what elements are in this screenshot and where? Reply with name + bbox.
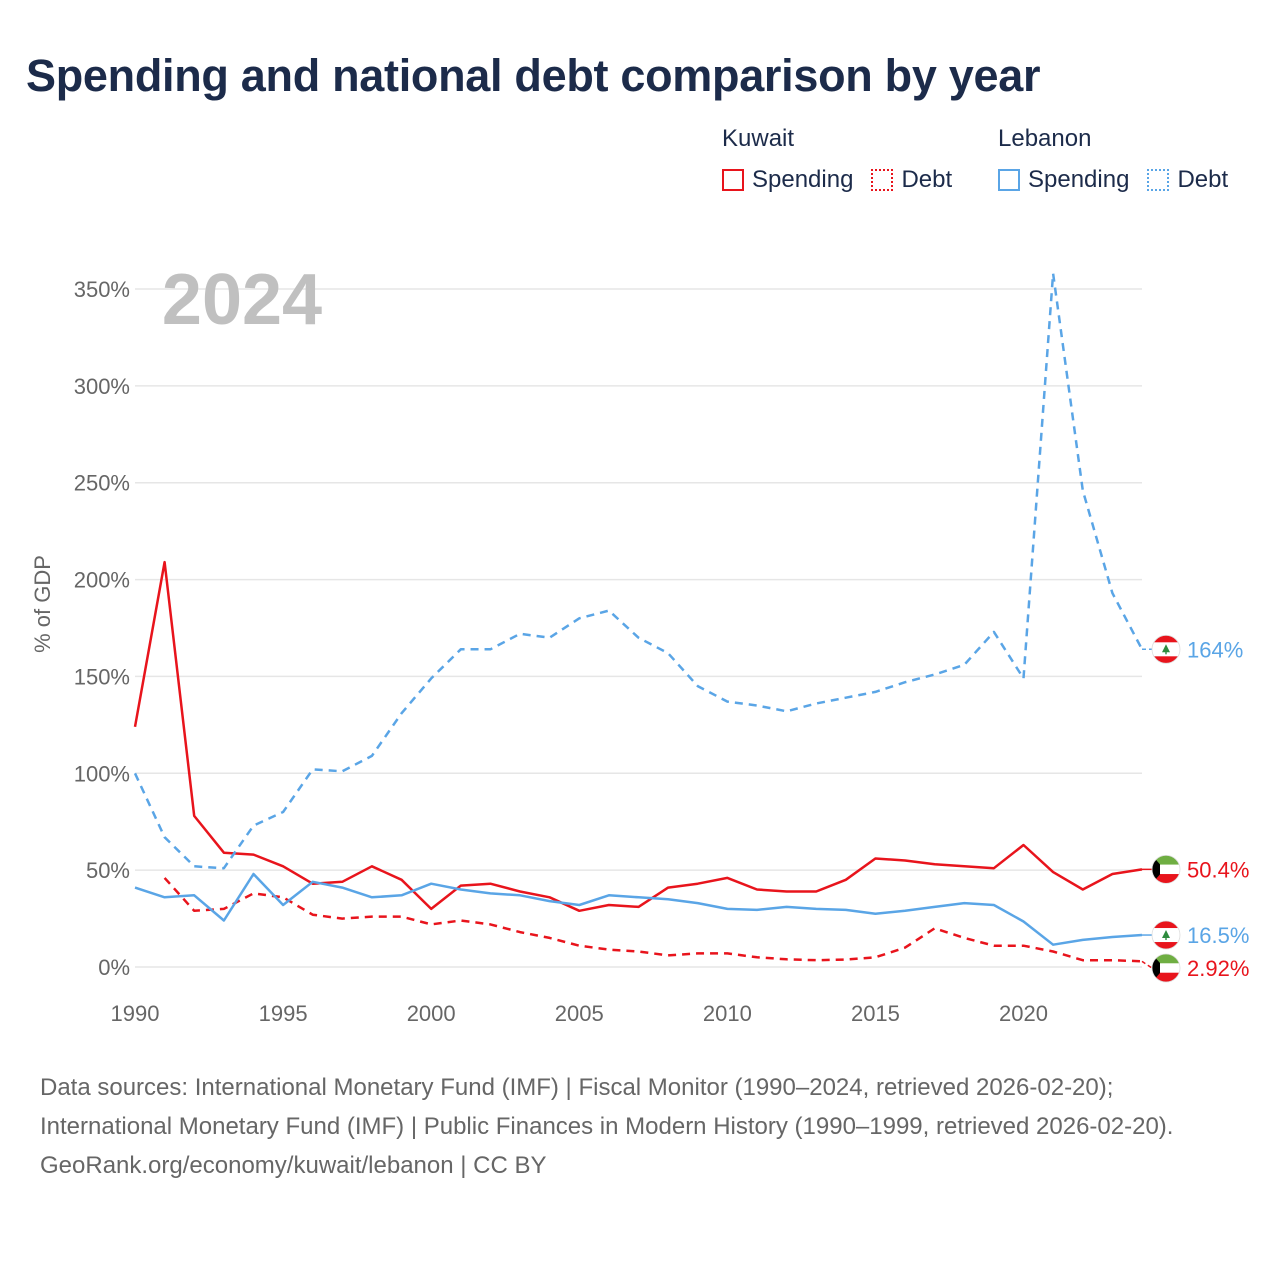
kuwait-debt-leader bbox=[1141, 960, 1153, 969]
y-axis-ticks: 0% 50% 100% 150% 200% 250% 300% 350% bbox=[74, 277, 130, 980]
legend-group-kuwait: Kuwait Spending Debt bbox=[722, 124, 970, 194]
data-sources-note: Data sources: International Monetary Fun… bbox=[40, 1074, 1174, 1140]
legend-label-lebanon-spending: Spending bbox=[1028, 166, 1130, 193]
legend-label-kuwait-spending: Spending bbox=[752, 166, 854, 193]
y-tick-label: 150% bbox=[74, 664, 130, 689]
kuwait-spending-end-label: 50.4% bbox=[1187, 857, 1249, 882]
legend-swatch-lebanon-spending bbox=[998, 169, 1020, 191]
lebanon-flag-icon bbox=[1151, 634, 1181, 664]
legend-kuwait-spending[interactable]: Spending bbox=[722, 166, 853, 194]
lebanon-spending-line bbox=[134, 872, 1143, 946]
y-tick-label: 100% bbox=[74, 761, 130, 786]
legend-swatch-kuwait-debt bbox=[871, 169, 894, 191]
y-tick-label: 0% bbox=[98, 955, 130, 980]
legend-swatch-lebanon-debt bbox=[1147, 169, 1170, 191]
y-axis-label: % of GDP bbox=[30, 555, 55, 653]
legend-lebanon-spending[interactable]: Spending bbox=[998, 166, 1129, 194]
legend-label-lebanon-debt: Debt bbox=[1177, 166, 1229, 193]
legend-country-kuwait: Kuwait bbox=[722, 125, 795, 152]
kuwait-debt-line bbox=[163, 877, 1143, 963]
legend-kuwait-debt[interactable]: Debt bbox=[871, 166, 952, 194]
kuwait-spending-line bbox=[133, 560, 1143, 913]
y-tick-label: 50% bbox=[86, 858, 130, 883]
lebanon-debt-end-label: 164% bbox=[1187, 637, 1243, 662]
legend-group-lebanon: Lebanon Spending Debt bbox=[998, 124, 1246, 194]
x-tick-label: 2020 bbox=[999, 1001, 1048, 1026]
x-tick-label: 2000 bbox=[407, 1001, 456, 1026]
credit-link[interactable]: GeoRank.org/economy/kuwait/lebanon | CC … bbox=[40, 1152, 547, 1179]
x-tick-label: 2015 bbox=[851, 1001, 900, 1026]
legend-swatch-kuwait-spending bbox=[722, 169, 744, 191]
legend-country-lebanon: Lebanon bbox=[998, 125, 1092, 152]
end-markers: 164% 50.4% 16.5% 2.92% bbox=[1141, 634, 1249, 983]
y-tick-label: 300% bbox=[74, 374, 130, 399]
kuwait-flag-icon bbox=[1151, 953, 1181, 983]
chart-title: Spending and national debt comparison by… bbox=[26, 50, 1041, 101]
year-watermark: 2024 bbox=[162, 260, 322, 340]
legend-lebanon-debt[interactable]: Debt bbox=[1147, 166, 1228, 194]
x-tick-label: 1990 bbox=[111, 1001, 160, 1026]
x-axis-ticks: 1990 1995 2000 2005 2010 2015 2020 bbox=[111, 1001, 1048, 1026]
kuwait-flag-icon bbox=[1151, 854, 1181, 884]
x-tick-label: 2010 bbox=[703, 1001, 752, 1026]
line-chart: 0% 50% 100% 150% 200% 250% 300% 350% 1990 1995 20… bbox=[30, 260, 1249, 1026]
lebanon-debt-line bbox=[133, 272, 1144, 870]
lebanon-spending-end-label: 16.5% bbox=[1187, 923, 1249, 948]
kuwait-debt-end-label: 2.92% bbox=[1187, 956, 1249, 981]
legend-label-kuwait-debt: Debt bbox=[901, 166, 953, 193]
series-lines bbox=[133, 272, 1144, 963]
x-tick-label: 1995 bbox=[259, 1001, 308, 1026]
grid-lines bbox=[135, 288, 1142, 968]
footer: Data sources: International Monetary Fun… bbox=[40, 1068, 1240, 1185]
y-tick-label: 200% bbox=[74, 568, 130, 593]
lebanon-flag-icon bbox=[1151, 920, 1181, 950]
y-tick-label: 250% bbox=[74, 471, 130, 496]
x-tick-label: 2005 bbox=[555, 1001, 604, 1026]
y-tick-label: 350% bbox=[74, 277, 130, 302]
